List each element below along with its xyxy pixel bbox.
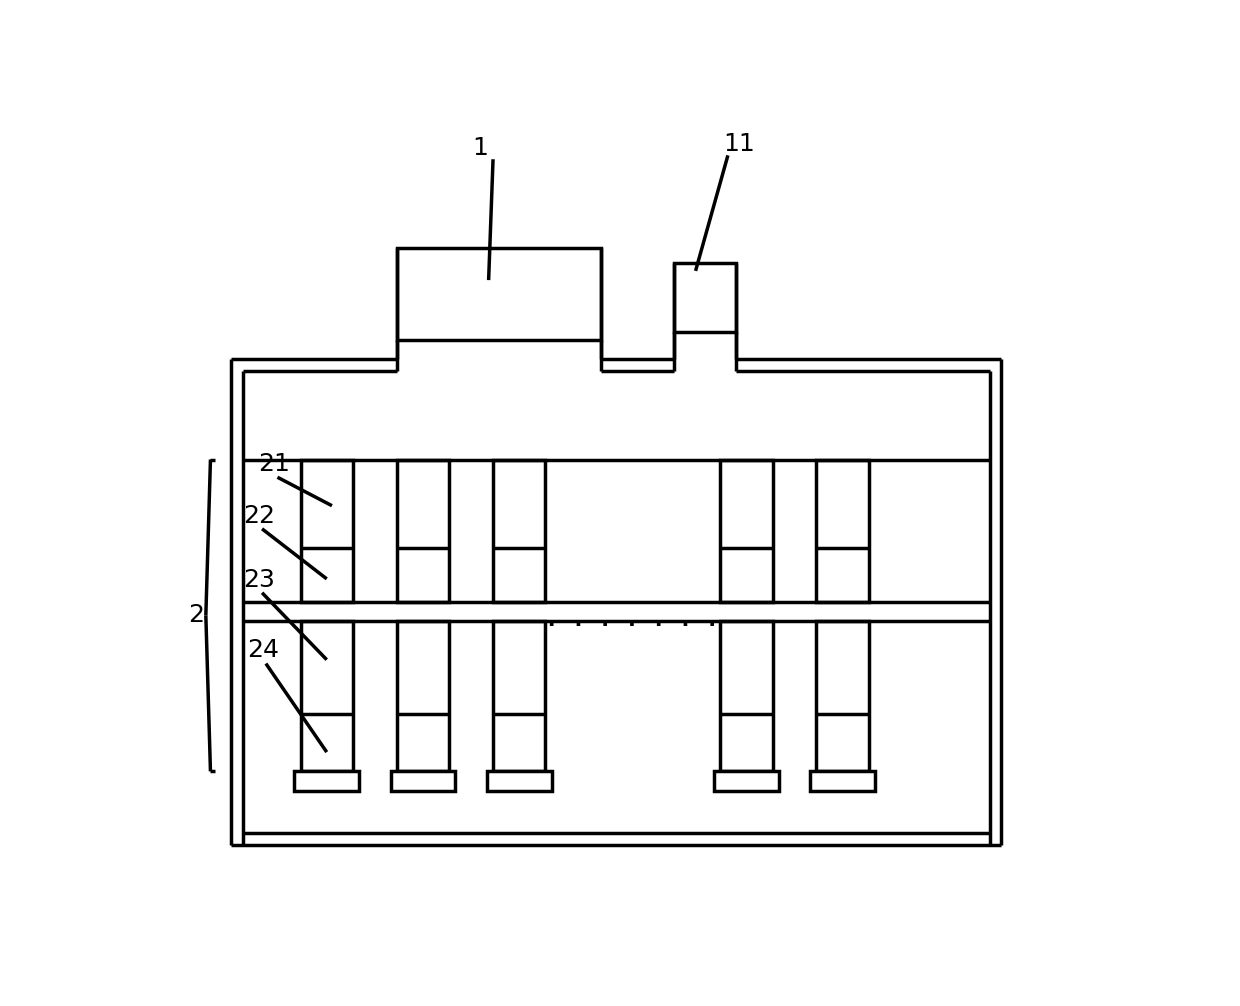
Bar bbox=[397, 247, 601, 340]
Bar bbox=[810, 772, 875, 791]
Bar bbox=[816, 622, 869, 772]
Text: 11: 11 bbox=[724, 132, 755, 156]
Bar bbox=[397, 622, 449, 772]
Text: 24: 24 bbox=[247, 639, 279, 663]
Bar bbox=[720, 460, 773, 602]
Text: 21: 21 bbox=[258, 452, 290, 476]
Bar bbox=[675, 264, 735, 332]
Bar bbox=[300, 460, 353, 602]
Bar bbox=[487, 772, 552, 791]
Bar bbox=[714, 772, 779, 791]
Bar bbox=[294, 772, 360, 791]
Bar bbox=[300, 622, 353, 772]
Text: 23: 23 bbox=[243, 567, 275, 592]
Bar bbox=[816, 460, 869, 602]
Bar bbox=[397, 460, 449, 602]
Bar bbox=[494, 622, 546, 772]
Text: 22: 22 bbox=[243, 504, 275, 528]
Text: 1: 1 bbox=[472, 136, 487, 160]
Text: 2: 2 bbox=[188, 604, 205, 628]
Bar bbox=[494, 460, 546, 602]
Text: . . . . . . .: . . . . . . . bbox=[544, 610, 719, 630]
Bar bbox=[391, 772, 455, 791]
Bar bbox=[720, 622, 773, 772]
